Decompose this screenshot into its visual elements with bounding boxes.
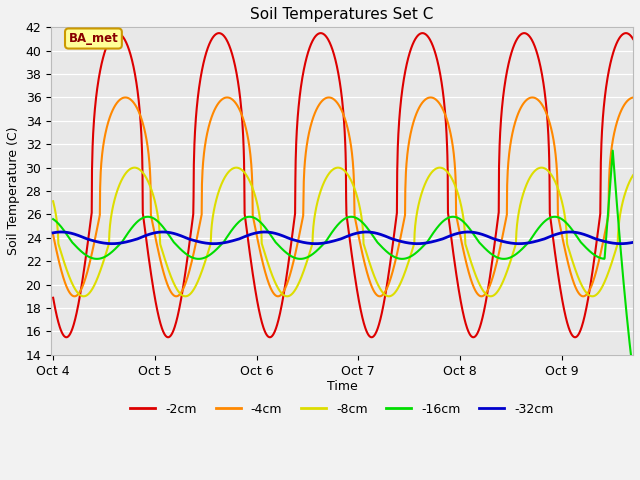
- X-axis label: Time: Time: [326, 380, 358, 393]
- Title: Soil Temperatures Set C: Soil Temperatures Set C: [250, 7, 434, 22]
- Text: BA_met: BA_met: [68, 32, 118, 45]
- Y-axis label: Soil Temperature (C): Soil Temperature (C): [7, 127, 20, 255]
- Legend: -2cm, -4cm, -8cm, -16cm, -32cm: -2cm, -4cm, -8cm, -16cm, -32cm: [125, 397, 559, 420]
